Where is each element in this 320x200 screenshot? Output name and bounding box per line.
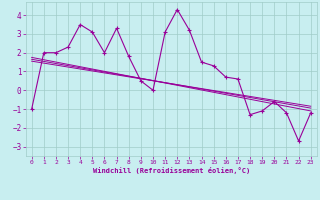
- X-axis label: Windchill (Refroidissement éolien,°C): Windchill (Refroidissement éolien,°C): [92, 167, 250, 174]
